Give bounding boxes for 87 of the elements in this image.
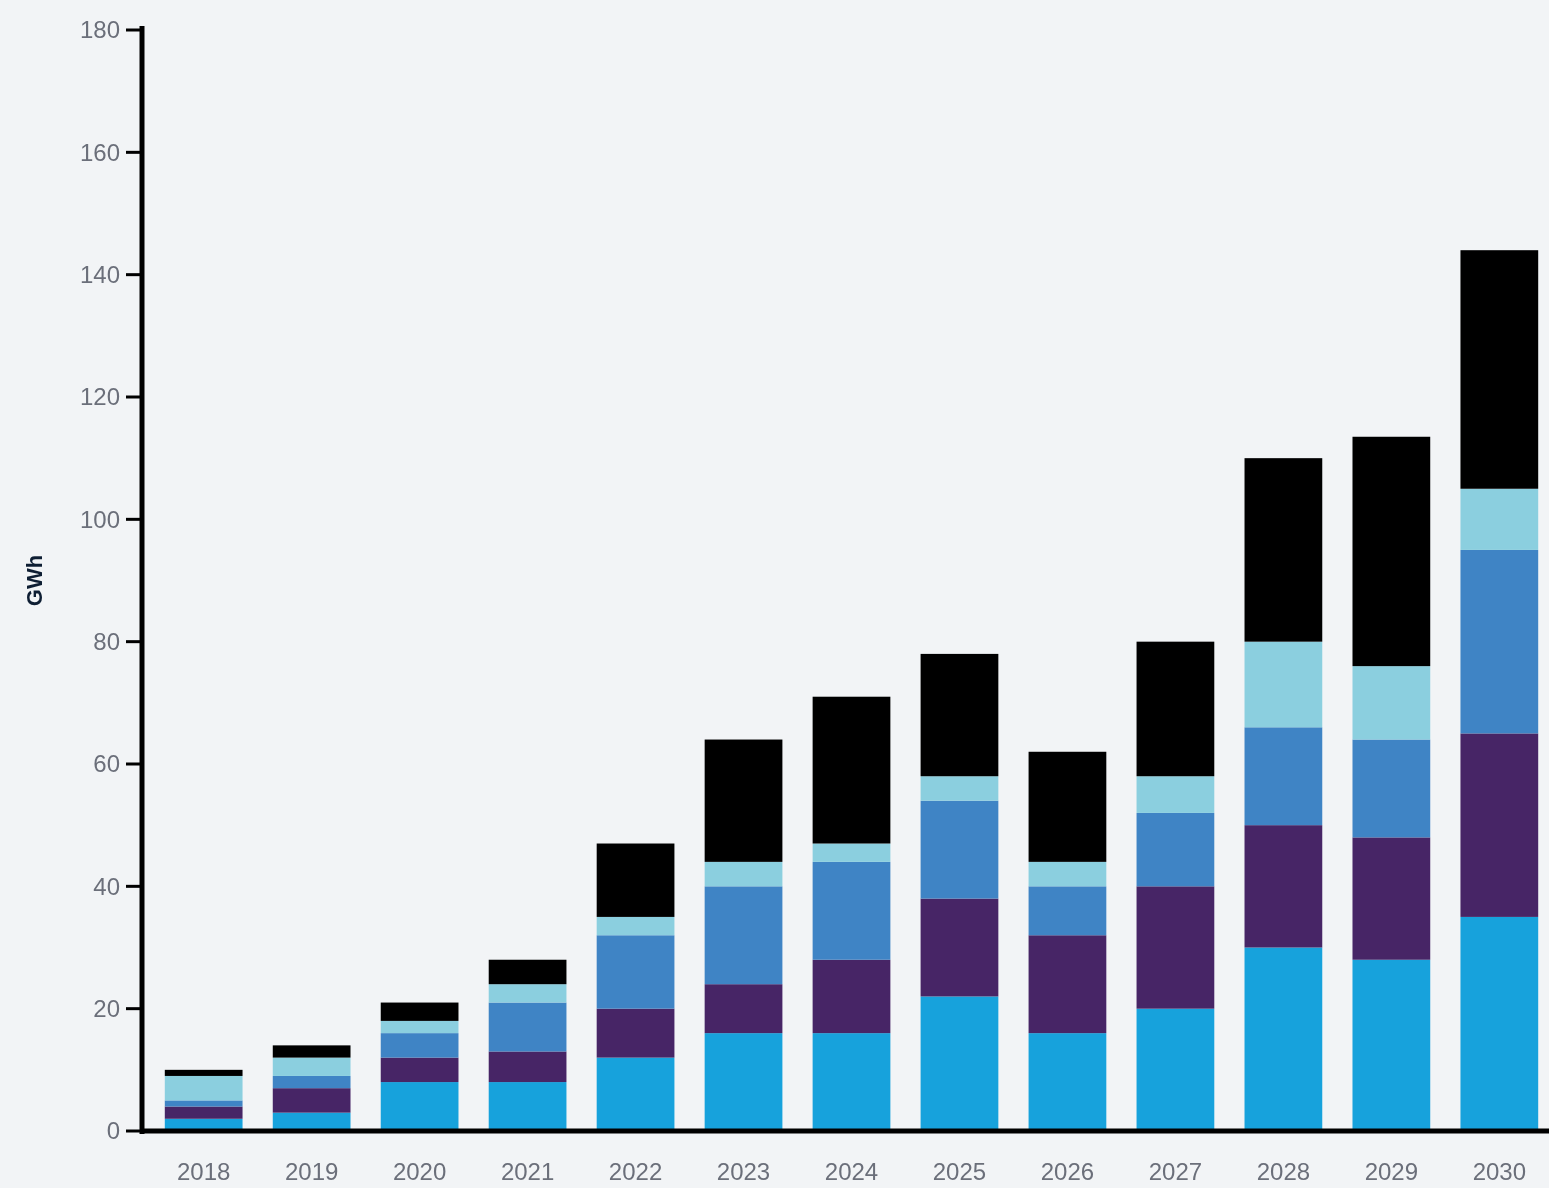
y-tick-label: 160 xyxy=(79,138,120,166)
bar xyxy=(1460,250,1539,489)
bar xyxy=(380,1033,459,1058)
bar xyxy=(488,1002,567,1052)
bar xyxy=(488,959,567,985)
bar xyxy=(1028,1033,1107,1131)
x-tick-label: 2030 xyxy=(1472,1158,1527,1185)
bar xyxy=(1136,776,1215,813)
bar xyxy=(812,843,891,862)
bar xyxy=(164,1100,243,1107)
bar xyxy=(272,1045,351,1058)
y-axis-title: GWh xyxy=(22,554,47,607)
bar xyxy=(704,1033,783,1131)
y-tick-label: 40 xyxy=(93,872,120,900)
y-tick-label: 140 xyxy=(79,261,120,289)
x-tick-label: 2026 xyxy=(1040,1158,1095,1185)
bar xyxy=(380,1057,459,1083)
bar xyxy=(1460,549,1539,734)
y-tick-label: 100 xyxy=(79,505,120,533)
bar xyxy=(164,1106,243,1119)
x-tick-label: 2027 xyxy=(1148,1158,1203,1185)
x-tick-label: 2024 xyxy=(824,1158,879,1185)
x-tick-label: 2018 xyxy=(176,1158,231,1185)
bar xyxy=(488,1082,567,1131)
bar xyxy=(704,861,783,887)
bar xyxy=(596,935,675,1009)
bar xyxy=(1244,727,1323,826)
x-tick-label: 2022 xyxy=(608,1158,663,1185)
bar xyxy=(1136,1008,1215,1131)
bar xyxy=(920,653,999,777)
bar xyxy=(1136,641,1215,777)
bar xyxy=(1244,825,1323,948)
bar xyxy=(812,696,891,844)
bar xyxy=(1352,837,1431,960)
bar xyxy=(1460,916,1539,1131)
x-tick-label: 2020 xyxy=(392,1158,447,1185)
bar xyxy=(1028,935,1107,1034)
bar xyxy=(1352,436,1431,667)
bar xyxy=(920,898,999,997)
bar xyxy=(488,984,567,1003)
x-tick-label: 2019 xyxy=(284,1158,339,1185)
bar xyxy=(596,1057,675,1131)
bar xyxy=(272,1057,351,1076)
bar xyxy=(380,1020,459,1034)
y-tick-label: 120 xyxy=(79,383,120,411)
y-tick-label: 80 xyxy=(93,628,120,656)
bar xyxy=(164,1069,243,1076)
bar xyxy=(704,739,783,862)
bar xyxy=(812,861,891,960)
bar xyxy=(272,1075,351,1089)
bar xyxy=(164,1075,243,1101)
x-tick-label: 2029 xyxy=(1364,1158,1419,1185)
y-tick-label: 60 xyxy=(93,750,120,778)
y-tick-label: 180 xyxy=(79,16,120,44)
y-tick-label: 20 xyxy=(93,995,120,1023)
bar xyxy=(1460,733,1539,917)
y-tick-label: 0 xyxy=(106,1117,120,1145)
bar xyxy=(1244,947,1323,1131)
bar xyxy=(1352,739,1431,838)
x-tick-label: 2023 xyxy=(716,1158,771,1185)
bar xyxy=(1352,959,1431,1131)
bar xyxy=(812,959,891,1034)
bar xyxy=(812,1033,891,1131)
bar xyxy=(1136,886,1215,1009)
bar xyxy=(596,916,675,936)
bar xyxy=(272,1088,351,1113)
bar xyxy=(1028,886,1107,936)
bar xyxy=(1244,641,1323,728)
x-tick-label: 2028 xyxy=(1256,1158,1311,1185)
bar xyxy=(920,800,999,899)
bar xyxy=(704,886,783,985)
bar xyxy=(596,1008,675,1058)
bar xyxy=(1136,812,1215,887)
bar xyxy=(380,1082,459,1131)
bar xyxy=(920,996,999,1131)
bar xyxy=(488,1051,567,1083)
bar xyxy=(1028,751,1107,862)
bar xyxy=(920,776,999,801)
bar xyxy=(380,1002,459,1021)
bar xyxy=(1352,666,1431,740)
bar xyxy=(1028,861,1107,887)
x-tick-label: 2025 xyxy=(932,1158,987,1185)
bar xyxy=(1460,488,1539,550)
bar xyxy=(596,843,675,917)
bar xyxy=(1244,458,1323,642)
x-tick-label: 2021 xyxy=(500,1158,555,1185)
bar xyxy=(704,984,783,1034)
